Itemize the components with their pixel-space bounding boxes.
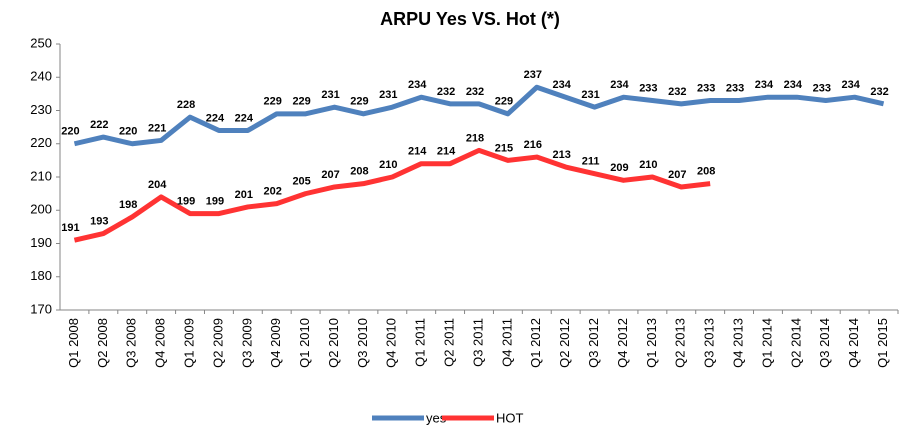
x-tick-label: Q1 2013 — [644, 318, 659, 368]
data-label: 231 — [379, 89, 397, 101]
data-label: 234 — [755, 79, 774, 91]
x-tick-label: Q3 2010 — [355, 318, 370, 368]
x-tick-label: Q2 2012 — [557, 318, 572, 368]
data-label: 234 — [408, 79, 427, 91]
series-line — [73, 147, 711, 243]
data-label: 232 — [870, 86, 888, 98]
x-tick-label: Q4 2009 — [268, 318, 283, 368]
data-label: 204 — [148, 179, 167, 191]
x-tick-label: Q1 2010 — [297, 318, 312, 368]
data-label: 208 — [697, 166, 715, 178]
data-label: 215 — [495, 142, 513, 154]
data-label: 231 — [321, 89, 339, 101]
data-label: 220 — [119, 126, 137, 138]
x-tick-label: Q1 2011 — [413, 318, 428, 367]
data-label: 214 — [437, 146, 456, 158]
data-label: 193 — [90, 215, 108, 227]
y-tick-label: 190 — [30, 235, 52, 250]
x-tick-label: Q2 2008 — [95, 318, 110, 368]
data-label: 224 — [235, 112, 254, 124]
data-label: 237 — [524, 69, 542, 81]
data-label: 232 — [466, 86, 484, 98]
data-label: 211 — [582, 156, 600, 168]
x-tick-label: Q4 2012 — [615, 318, 630, 368]
data-label: 231 — [581, 89, 599, 101]
y-tick-label: 210 — [30, 168, 52, 183]
data-label: 234 — [784, 79, 803, 91]
y-tick-label: 250 — [30, 35, 52, 50]
chart-title: ARPU Yes VS. Hot (*) — [380, 9, 560, 29]
data-label: 234 — [553, 79, 572, 91]
x-tick-label: Q3 2009 — [239, 318, 254, 368]
data-label: 199 — [177, 195, 195, 207]
x-tick-label: Q3 2008 — [124, 318, 139, 368]
x-tick-label: Q3 2011 — [470, 318, 485, 367]
data-label: 201 — [235, 189, 253, 201]
x-tick-label: Q4 2008 — [153, 318, 168, 368]
data-label: 220 — [61, 126, 79, 138]
x-tick-label: Q4 2013 — [731, 318, 746, 368]
data-label: 221 — [148, 122, 166, 134]
x-tick-label: Q2 2010 — [326, 318, 341, 368]
data-label: 198 — [119, 199, 137, 211]
x-tick-label: Q4 2011 — [499, 318, 514, 367]
y-tick-label: 230 — [30, 102, 52, 117]
data-label: 207 — [321, 169, 339, 181]
y-tick-label: 170 — [30, 301, 52, 316]
y-tick-label: 220 — [30, 135, 52, 150]
data-label: 199 — [206, 195, 224, 207]
x-tick-label: Q1 2009 — [181, 318, 196, 368]
data-label: 229 — [495, 96, 513, 108]
data-label: 213 — [553, 149, 571, 161]
data-label: 234 — [610, 79, 629, 91]
x-tick-label: Q1 2012 — [528, 318, 543, 368]
y-tick-label: 180 — [30, 268, 52, 283]
x-tick-label: Q2 2009 — [210, 318, 225, 368]
data-label: 228 — [177, 99, 195, 111]
data-label: 222 — [90, 119, 108, 131]
data-label: 229 — [292, 96, 310, 108]
x-tick-label: Q1 2014 — [759, 318, 774, 368]
data-label: 232 — [668, 86, 686, 98]
series-line — [73, 84, 885, 147]
data-label: 233 — [726, 82, 744, 94]
data-label: 210 — [639, 159, 657, 171]
data-label: 208 — [350, 166, 368, 178]
data-label: 232 — [437, 86, 455, 98]
data-label: 191 — [61, 222, 79, 234]
y-tick-label: 240 — [30, 69, 52, 84]
x-tick-label: Q3 2013 — [702, 318, 717, 368]
x-tick-label: Q2 2011 — [442, 318, 457, 367]
x-tick-label: Q4 2010 — [384, 318, 399, 368]
x-tick-label: Q3 2012 — [586, 318, 601, 368]
data-label: 234 — [841, 79, 860, 91]
x-tick-label: Q1 2008 — [66, 318, 81, 368]
data-label: 216 — [524, 139, 542, 151]
data-label: 209 — [610, 162, 628, 174]
data-label: 210 — [379, 159, 397, 171]
data-label: 218 — [466, 132, 484, 144]
x-tick-label: Q1 2015 — [875, 318, 890, 368]
data-label: 233 — [697, 82, 715, 94]
y-tick-label: 200 — [30, 202, 52, 217]
legend-label: yes — [426, 410, 447, 425]
x-tick-label: Q2 2014 — [788, 318, 803, 368]
data-label: 229 — [350, 96, 368, 108]
data-label: 205 — [292, 176, 310, 188]
data-label: 207 — [668, 169, 686, 181]
x-tick-label: Q3 2014 — [817, 318, 832, 368]
x-tick-label: Q2 2013 — [673, 318, 688, 368]
data-label: 202 — [264, 186, 282, 198]
data-label: 233 — [813, 82, 831, 94]
x-tick-label: Q4 2014 — [846, 318, 861, 368]
data-label: 229 — [264, 96, 282, 108]
data-label: 214 — [408, 146, 427, 158]
data-label: 224 — [206, 112, 225, 124]
data-label: 233 — [639, 82, 657, 94]
legend-label: HOT — [496, 410, 524, 425]
